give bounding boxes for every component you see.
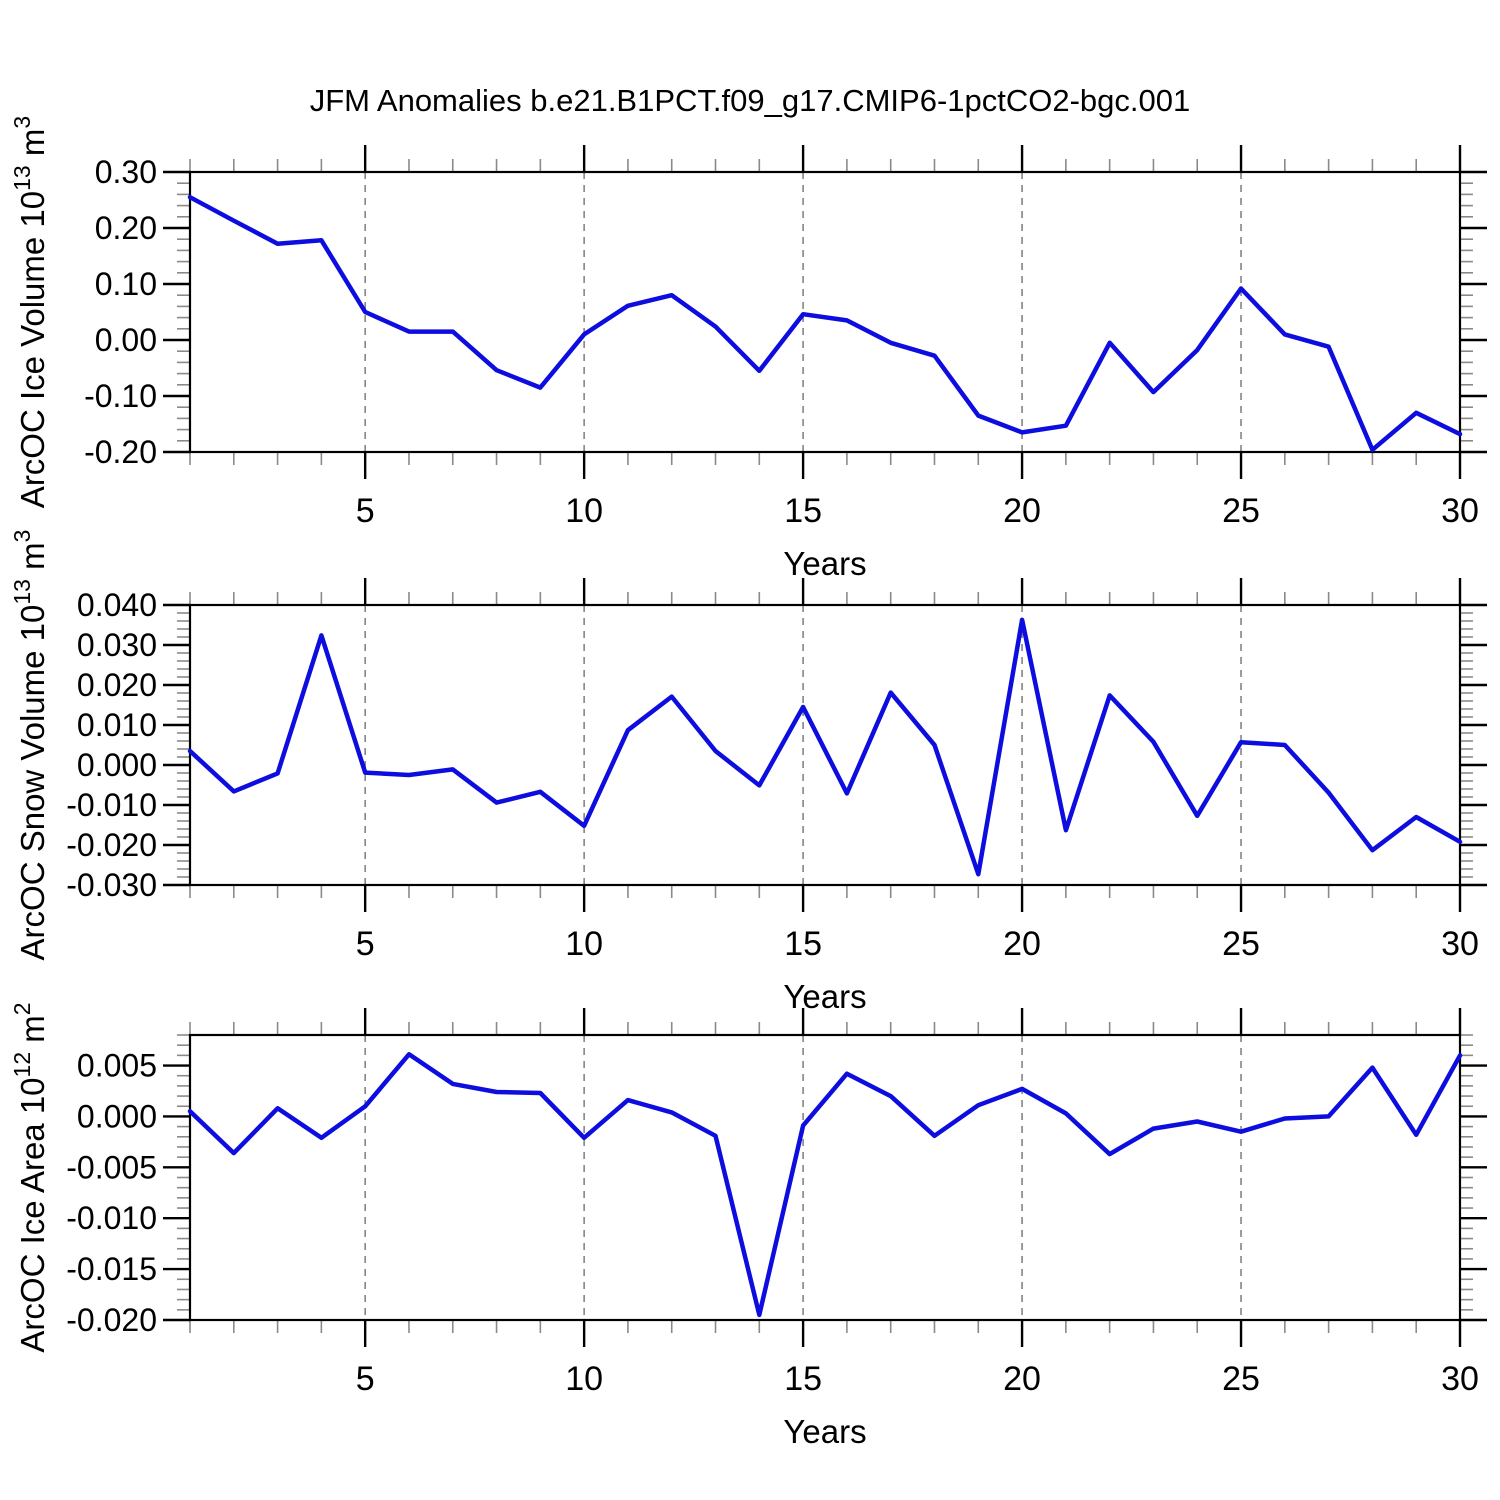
snow-volume-chart-ylabel: ArcOC Snow Volume 1013 m3 [9, 530, 51, 961]
y-tick-label: 0.005 [77, 1048, 157, 1084]
x-tick-label: 10 [565, 492, 603, 530]
x-tick-label: 30 [1441, 492, 1479, 530]
x-tick-label: 15 [784, 1360, 822, 1398]
x-tick-label: 10 [565, 925, 603, 963]
ice-area-chart-data-line [187, 1052, 1463, 1318]
plot-frame [188, 603, 1462, 887]
y-tick-label: 0.20 [95, 210, 157, 246]
y-tick-label: 0.030 [77, 627, 157, 663]
snow-volume-chart-xlabel: Years [783, 978, 866, 1015]
ice-area-chart-ylabel: ArcOC Ice Area 1012 m2 [9, 1002, 51, 1352]
x-tick-label: 25 [1222, 492, 1260, 530]
ice-volume-chart-ylabel: ArcOC Ice Volume 1013 m3 [9, 116, 51, 508]
y-tick-label: 0.040 [77, 587, 157, 623]
ice-volume-chart: 0.30 0.20 0.10 0.00 -0.10 -0.20 5 10 15 20 25 30 Yea… [9, 116, 1487, 582]
x-tick-label: 20 [1003, 1360, 1041, 1398]
y-tick-label: 0.30 [95, 154, 157, 190]
x-tick-label: 15 [784, 925, 822, 963]
y-tick-label: -0.10 [84, 378, 157, 414]
y-tick-label: 0.00 [95, 322, 157, 358]
y-tick-label: 0.020 [77, 667, 157, 703]
y-tick-label: -0.020 [66, 827, 157, 863]
ice-area-chart: 0.005 0.000 -0.005 -0.010 -0.015 -0.020 5 10 15 2… [9, 1002, 1487, 1450]
y-tick-label: 0.000 [77, 747, 157, 783]
y-tick-label: -0.010 [66, 787, 157, 823]
plot-frame [188, 1033, 1462, 1322]
x-tick-label: 20 [1003, 925, 1041, 963]
y-tick-label: -0.20 [84, 434, 157, 470]
x-tick-label: 20 [1003, 492, 1041, 530]
x-tick-label: 25 [1222, 1360, 1260, 1398]
figure-title: JFM Anomalies b.e21.B1PCT.f09_g17.CMIP6-… [309, 83, 1191, 118]
y-tick-label: -0.030 [66, 867, 157, 903]
y-tick-label: -0.020 [66, 1302, 157, 1338]
snow-volume-chart-data-line [187, 617, 1463, 877]
ice-volume-chart-data-line [187, 194, 1463, 453]
x-tick-label: 10 [565, 1360, 603, 1398]
x-tick-label: 25 [1222, 925, 1260, 963]
ice-area-chart-xlabel: Years [783, 1413, 866, 1450]
y-tick-label: -0.015 [66, 1251, 157, 1287]
y-tick-label: -0.005 [66, 1149, 157, 1185]
x-tick-label: 15 [784, 492, 822, 530]
x-tick-label: 30 [1441, 925, 1479, 963]
x-tick-label: 30 [1441, 1360, 1479, 1398]
x-tick-label: 5 [356, 492, 375, 530]
y-tick-label: -0.010 [66, 1200, 157, 1236]
ice-volume-chart-xlabel: Years [783, 545, 866, 582]
plot-frame [188, 170, 1462, 454]
x-tick-label: 5 [356, 1360, 375, 1398]
x-tick-label: 5 [356, 925, 375, 963]
y-tick-label: 0.010 [77, 707, 157, 743]
y-tick-label: 0.000 [77, 1098, 157, 1134]
y-tick-label: 0.10 [95, 266, 157, 302]
snow-volume-chart: 0.040 0.030 0.020 0.010 0.000 -0.010 -0.020 -0.… [9, 530, 1487, 1015]
